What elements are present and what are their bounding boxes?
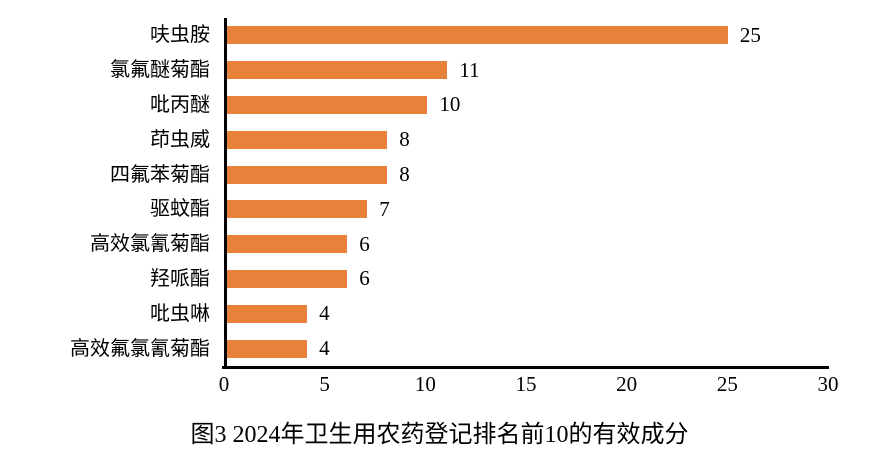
chart-title: 图3 2024年卫生用农药登记排名前10的有效成分 (190, 422, 689, 448)
x-tick-label: 15 (515, 372, 537, 396)
data-label: 4 (319, 301, 330, 326)
data-label: 6 (359, 231, 370, 256)
category-label: 高效氟氯氰菊酯 (70, 337, 210, 360)
bar-cell: 8 (227, 129, 828, 150)
bar (227, 61, 448, 80)
data-label: 4 (319, 336, 330, 361)
data-label: 11 (459, 57, 480, 82)
bar (227, 165, 388, 184)
bar-cell: 4 (227, 338, 828, 359)
bar (227, 339, 308, 358)
bar-cell: 25 (227, 22, 828, 47)
bar-row: 茚虫威 8 (0, 122, 879, 157)
x-axis-ticks: 0 5 10 15 20 25 30 (219, 366, 839, 402)
x-tick-label: 10 (414, 372, 436, 396)
bar-cell: 7 (227, 196, 828, 221)
data-label: 8 (399, 127, 410, 152)
category-label: 高效氯氰菊酯 (90, 233, 210, 256)
category-label: 驱蚊酯 (150, 198, 210, 221)
category-label: 羟哌酯 (150, 267, 210, 290)
x-tick-label: 30 (817, 372, 839, 396)
bar-row: 四氟苯菊酯 8 (0, 157, 879, 192)
category-label: 吡丙醚 (150, 93, 210, 116)
bar-row: 羟哌酯 6 (0, 262, 879, 297)
bar-row: 吡虫啉 4 (0, 296, 879, 331)
data-label: 8 (399, 162, 410, 187)
bar-cell: 10 (227, 94, 828, 115)
data-label: 10 (439, 92, 461, 117)
x-tick-label: 20 (616, 372, 638, 396)
x-tick-label: 0 (218, 372, 230, 396)
y-axis-line (224, 18, 227, 366)
bar-cell: 8 (227, 164, 828, 185)
bar (227, 130, 388, 149)
bar (227, 95, 428, 114)
bar-cell: 11 (227, 57, 828, 82)
bar (227, 235, 348, 254)
plot-area: 呋虫胺 25 氯氟醚菊酯 11 吡丙醚 10 茚虫威 8 四氟苯菊酯 8 驱蚊酯 7 高效氯氰菊酯 6 羟哌… (0, 18, 879, 369)
data-label: 25 (739, 22, 761, 47)
bar (227, 26, 728, 45)
bar-cell: 4 (227, 303, 828, 324)
x-axis-line (222, 366, 829, 369)
category-label: 吡虫啉 (150, 302, 210, 325)
bar (227, 200, 368, 219)
bar-cell: 6 (227, 231, 828, 256)
category-label: 氯氟醚菊酯 (110, 59, 210, 82)
category-label: 四氟苯菊酯 (110, 163, 210, 186)
bar (227, 269, 348, 288)
category-label: 茚虫威 (150, 128, 210, 151)
bar-row: 呋虫胺 25 (0, 18, 879, 53)
bar-cell: 6 (227, 268, 828, 289)
bar-row: 高效氯氰菊酯 6 (0, 227, 879, 262)
bar-row: 驱蚊酯 7 (0, 192, 879, 227)
bar (227, 304, 308, 323)
x-tick-label: 25 (716, 372, 738, 396)
data-label: 7 (379, 196, 390, 221)
bar-row: 高效氟氯氰菊酯 4 (0, 331, 879, 366)
x-tick-label: 5 (319, 372, 330, 396)
category-label: 呋虫胺 (150, 24, 210, 47)
data-label: 6 (359, 266, 370, 291)
bar-row: 吡丙醚 10 (0, 88, 879, 123)
bar-row: 氯氟醚菊酯 11 (0, 53, 879, 88)
